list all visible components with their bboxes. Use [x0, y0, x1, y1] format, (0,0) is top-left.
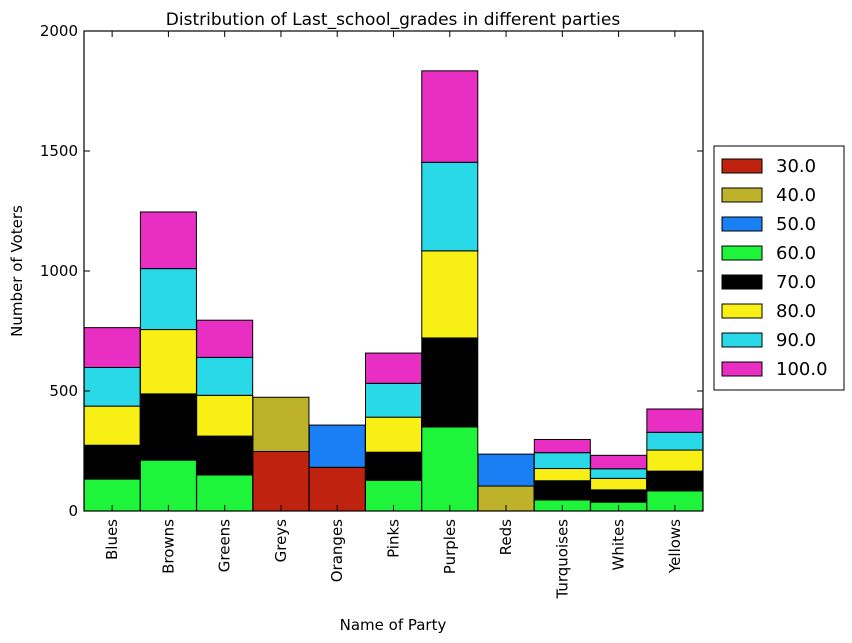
legend-label-30-0: 30.0: [776, 156, 816, 177]
legend: 30.0 40.0 50.0 60.0 70.0 80.0 90.0 100.0: [713, 145, 845, 391]
bar-segment-greens-100-0: [196, 319, 254, 358]
bar-segment-browns-60-0: [139, 459, 197, 512]
legend-label-60-0: 60.0: [776, 243, 816, 264]
bar-segment-turquoises-100-0: [533, 438, 591, 454]
bar-segment-yellows-70-0: [646, 470, 704, 492]
bar-segment-pinks-90-0: [365, 382, 422, 418]
x-tick-label-greys: Greys: [272, 519, 290, 563]
bar-segment-browns-90-0: [139, 268, 197, 331]
legend-label-50-0: 50.0: [776, 214, 816, 235]
bar-segment-oranges-50-0: [308, 424, 366, 468]
bar-segment-pinks-80-0: [365, 416, 422, 453]
x-tick-label-oranges: Oranges: [328, 519, 346, 582]
legend-swatch-40-0: [721, 187, 763, 203]
x-tick-label-purples: Purples: [441, 519, 459, 574]
y-tick-label: 1500: [40, 142, 78, 160]
legend-frame: [713, 145, 845, 391]
bar-segment-whites-70-0: [590, 489, 648, 503]
y-tick-label: 500: [49, 382, 78, 400]
bar-segment-greys-40-0: [252, 396, 310, 452]
bar-segment-pinks-100-0: [365, 352, 422, 384]
bar-segment-oranges-30-0: [308, 466, 366, 512]
bar-segment-blues-70-0: [83, 444, 141, 480]
x-tick-label-greens: Greens: [216, 519, 234, 572]
bar-segment-browns-100-0: [139, 211, 197, 270]
bar-segment-yellows-80-0: [646, 449, 704, 472]
y-axis-ticks: 0 500 1000 1500 2000: [40, 22, 703, 520]
bar-segment-turquoises-70-0: [533, 480, 591, 501]
bar-segment-purples-90-0: [421, 161, 479, 252]
bar-segment-turquoises-90-0: [533, 452, 591, 470]
bar-segment-pinks-70-0: [365, 451, 422, 481]
bar-segment-yellows-90-0: [646, 431, 704, 451]
x-tick-label-whites: Whites: [610, 519, 628, 571]
legend-swatch-50-0: [721, 216, 763, 232]
bar-segment-turquoises-80-0: [533, 468, 591, 482]
bar-segment-whites-80-0: [590, 477, 648, 491]
legend-label-40-0: 40.0: [776, 185, 816, 206]
bar-segment-purples-80-0: [421, 250, 479, 339]
bar-segment-purples-70-0: [421, 337, 479, 428]
legend-swatch-90-0: [721, 332, 763, 348]
legend-swatch-70-0: [721, 274, 763, 290]
bar-segment-blues-80-0: [83, 405, 141, 446]
bar-segment-whites-100-0: [590, 454, 648, 470]
bar-segment-browns-70-0: [139, 393, 197, 461]
legend-swatch-100-0: [721, 361, 763, 377]
y-axis-label: Number of Voters: [8, 205, 26, 337]
y-tick-label: 1000: [40, 262, 78, 280]
bar-segment-greys-30-0: [252, 450, 310, 512]
legend-swatch-30-0: [721, 158, 763, 174]
bar-segment-reds-50-0: [477, 453, 535, 487]
x-tick-label-browns: Browns: [159, 519, 177, 574]
bar-segment-blues-100-0: [83, 327, 141, 368]
bar-segment-whites-90-0: [590, 468, 648, 479]
bar-segment-greens-80-0: [196, 394, 254, 437]
y-tick-label: 2000: [40, 22, 78, 40]
bar-segment-yellows-100-0: [646, 408, 704, 433]
legend-label-90-0: 90.0: [776, 330, 816, 351]
bar-segment-purples-60-0: [421, 426, 479, 512]
bar-segment-greens-70-0: [196, 435, 254, 476]
x-tick-label-yellows: Yellows: [666, 519, 684, 574]
bar-segment-greens-90-0: [196, 356, 254, 396]
x-tick-label-turquoises: Turquoises: [553, 519, 571, 600]
x-tick-label-blues: Blues: [103, 519, 121, 560]
bar-segment-browns-80-0: [139, 329, 197, 395]
x-axis-ticks: Blues Browns Greens Greys Oranges Pinks Purple…: [103, 31, 684, 600]
legend-label-100-0: 100.0: [776, 359, 828, 380]
legend-swatch-60-0: [721, 245, 763, 261]
x-tick-label-pinks: Pinks: [385, 519, 403, 558]
legend-label-80-0: 80.0: [776, 301, 816, 322]
bars-layer: [83, 70, 704, 512]
bar-segment-purples-100-0: [421, 70, 479, 163]
legend-swatch-80-0: [721, 303, 763, 319]
chart-title: Distribution of Last_school_grades in di…: [166, 10, 621, 30]
bar-segment-blues-90-0: [83, 366, 141, 407]
x-axis-label: Name of Party: [340, 616, 447, 634]
x-tick-label-reds: Reds: [497, 519, 515, 555]
legend-label-70-0: 70.0: [776, 272, 816, 293]
y-tick-label: 0: [68, 502, 78, 520]
